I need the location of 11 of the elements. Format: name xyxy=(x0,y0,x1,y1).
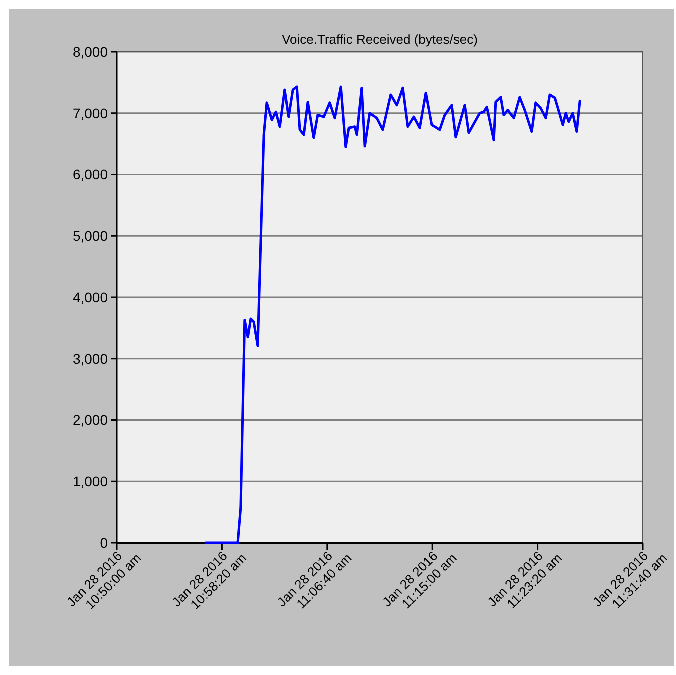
line-series xyxy=(204,86,582,544)
y-tick-label: 8,000 xyxy=(72,44,108,60)
y-tick-label: 4,000 xyxy=(72,289,108,306)
y-tick-label: 3,000 xyxy=(72,350,108,367)
y-tick-label: 0 xyxy=(100,534,108,551)
y-tick-label: 2,000 xyxy=(72,412,108,428)
y-tick-label: 5,000 xyxy=(72,228,108,244)
chart-title: Voice.Traffic Received (bytes/sec) xyxy=(282,32,478,47)
y-tick-label: 1,000 xyxy=(72,474,108,490)
y-tick-label: 6,000 xyxy=(72,166,108,183)
y-tick-label: 7,000 xyxy=(72,105,108,122)
